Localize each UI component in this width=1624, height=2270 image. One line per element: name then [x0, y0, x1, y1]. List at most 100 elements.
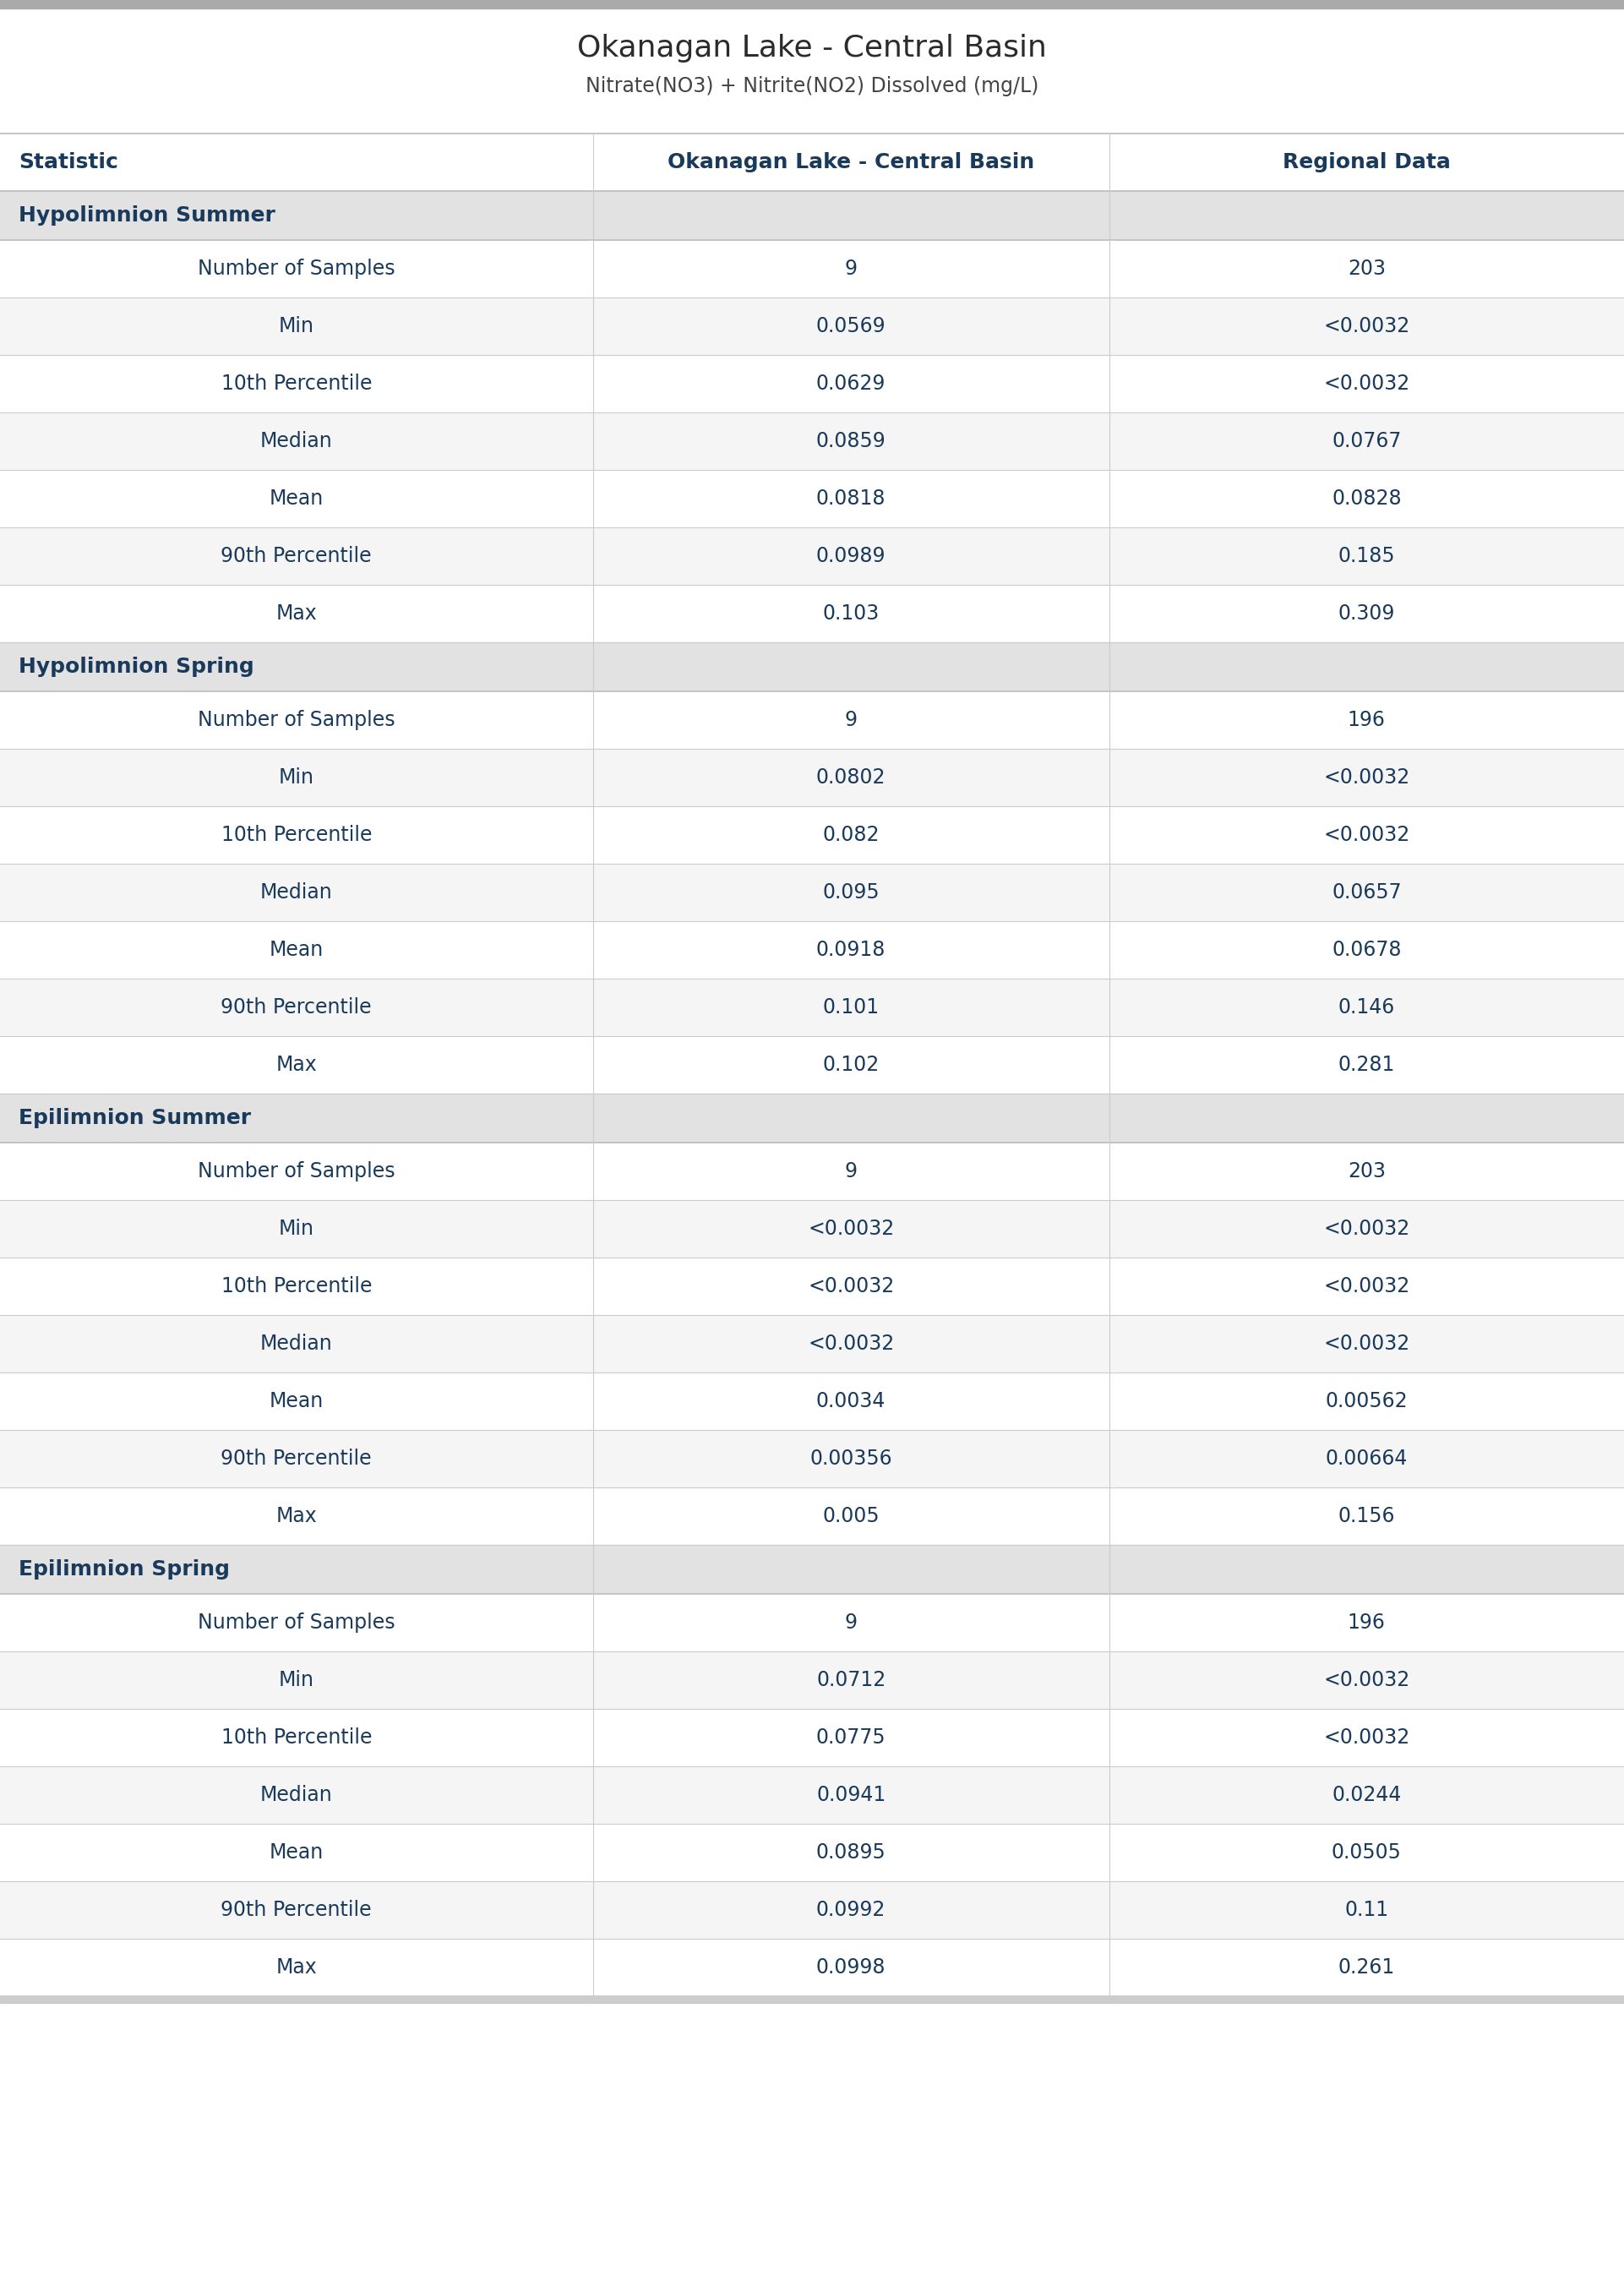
- Bar: [0, 1650, 1624, 1709]
- Bar: [0, 191, 1624, 241]
- Bar: [0, 1314, 1624, 1373]
- Text: Median: Median: [260, 883, 333, 903]
- Text: <0.0032: <0.0032: [807, 1219, 895, 1239]
- Text: 0.309: 0.309: [1338, 604, 1395, 624]
- Text: Epilimnion Summer: Epilimnion Summer: [18, 1108, 252, 1128]
- Text: 0.101: 0.101: [823, 997, 879, 1017]
- Text: 9: 9: [844, 1612, 857, 1632]
- Text: 0.0941: 0.0941: [817, 1784, 885, 1805]
- Text: 90th Percentile: 90th Percentile: [221, 997, 372, 1017]
- Text: 0.0895: 0.0895: [815, 1843, 887, 1864]
- Bar: [0, 1430, 1624, 1487]
- Bar: [0, 806, 1624, 863]
- Text: 0.11: 0.11: [1345, 1900, 1389, 1920]
- Text: 10th Percentile: 10th Percentile: [221, 1727, 372, 1748]
- Text: Mean: Mean: [270, 1392, 323, 1412]
- Text: Min: Min: [279, 767, 313, 788]
- Bar: [0, 413, 1624, 470]
- Bar: [0, 922, 1624, 978]
- Bar: [0, 0, 1624, 9]
- Text: 196: 196: [1348, 711, 1385, 731]
- Text: <0.0032: <0.0032: [1324, 1671, 1410, 1691]
- Text: 0.185: 0.185: [1338, 547, 1395, 565]
- Text: Max: Max: [276, 1056, 317, 1076]
- Text: Max: Max: [276, 1505, 317, 1525]
- Text: <0.0032: <0.0032: [1324, 1276, 1410, 1296]
- Text: <0.0032: <0.0032: [1324, 824, 1410, 844]
- Bar: [0, 1487, 1624, 1546]
- Text: <0.0032: <0.0032: [1324, 316, 1410, 336]
- Text: Hypolimnion Summer: Hypolimnion Summer: [18, 204, 276, 225]
- Text: 0.0859: 0.0859: [815, 431, 887, 452]
- Bar: [0, 1594, 1624, 1650]
- Bar: [0, 692, 1624, 749]
- Text: 0.005: 0.005: [822, 1505, 880, 1525]
- Text: 0.0767: 0.0767: [1332, 431, 1402, 452]
- Bar: [0, 586, 1624, 642]
- Bar: [0, 1709, 1624, 1766]
- Text: 0.0992: 0.0992: [817, 1900, 885, 1920]
- Text: 0.0034: 0.0034: [817, 1392, 885, 1412]
- Text: Okanagan Lake - Central Basin: Okanagan Lake - Central Basin: [577, 34, 1047, 64]
- Text: Hypolimnion Spring: Hypolimnion Spring: [18, 656, 253, 676]
- Text: 196: 196: [1348, 1612, 1385, 1632]
- Bar: [0, 1823, 1624, 1882]
- Bar: [0, 863, 1624, 922]
- Text: 0.095: 0.095: [822, 883, 880, 903]
- Text: 203: 203: [1348, 259, 1385, 279]
- Text: 10th Percentile: 10th Percentile: [221, 1276, 372, 1296]
- Text: Median: Median: [260, 1332, 333, 1353]
- Text: <0.0032: <0.0032: [1324, 375, 1410, 393]
- Text: Min: Min: [279, 316, 313, 336]
- Text: Max: Max: [276, 604, 317, 624]
- Text: 0.0775: 0.0775: [817, 1727, 885, 1748]
- Bar: [0, 1939, 1624, 1995]
- Bar: [0, 749, 1624, 806]
- Text: 0.0244: 0.0244: [1332, 1784, 1402, 1805]
- Text: 0.0989: 0.0989: [817, 547, 885, 565]
- Text: Median: Median: [260, 1784, 333, 1805]
- Text: 0.0712: 0.0712: [817, 1671, 885, 1691]
- Text: <0.0032: <0.0032: [1324, 767, 1410, 788]
- Text: 90th Percentile: 90th Percentile: [221, 1448, 372, 1469]
- Bar: [0, 354, 1624, 413]
- Text: Min: Min: [279, 1219, 313, 1239]
- Text: 90th Percentile: 90th Percentile: [221, 547, 372, 565]
- Text: Okanagan Lake - Central Basin: Okanagan Lake - Central Basin: [667, 152, 1034, 173]
- Text: Regional Data: Regional Data: [1283, 152, 1450, 173]
- Text: 0.0802: 0.0802: [817, 767, 885, 788]
- Text: 0.103: 0.103: [823, 604, 879, 624]
- Bar: [0, 1882, 1624, 1939]
- Bar: [0, 134, 1624, 191]
- Text: 10th Percentile: 10th Percentile: [221, 375, 372, 393]
- Text: 0.0657: 0.0657: [1332, 883, 1402, 903]
- Text: Epilimnion Spring: Epilimnion Spring: [18, 1559, 231, 1580]
- Text: 0.0918: 0.0918: [817, 940, 885, 960]
- Text: Max: Max: [276, 1957, 317, 1977]
- Bar: [0, 1373, 1624, 1430]
- Bar: [0, 527, 1624, 586]
- Text: 0.261: 0.261: [1338, 1957, 1395, 1977]
- Text: <0.0032: <0.0032: [1324, 1332, 1410, 1353]
- Bar: [0, 1766, 1624, 1823]
- Text: <0.0032: <0.0032: [807, 1276, 895, 1296]
- Text: 0.0818: 0.0818: [817, 488, 885, 508]
- Text: Mean: Mean: [270, 940, 323, 960]
- Text: 0.0629: 0.0629: [817, 375, 885, 393]
- Bar: [0, 241, 1624, 297]
- Bar: [0, 1142, 1624, 1201]
- Text: 10th Percentile: 10th Percentile: [221, 824, 372, 844]
- Text: 0.0828: 0.0828: [1332, 488, 1402, 508]
- Text: 0.00562: 0.00562: [1325, 1392, 1408, 1412]
- Text: 0.0569: 0.0569: [817, 316, 885, 336]
- Bar: [0, 642, 1624, 692]
- Text: Number of Samples: Number of Samples: [198, 711, 395, 731]
- Text: 0.281: 0.281: [1338, 1056, 1395, 1076]
- Text: <0.0032: <0.0032: [807, 1332, 895, 1353]
- Bar: [0, 1258, 1624, 1314]
- Text: Min: Min: [279, 1671, 313, 1691]
- Text: 203: 203: [1348, 1162, 1385, 1180]
- Text: Mean: Mean: [270, 488, 323, 508]
- Bar: [0, 1094, 1624, 1142]
- Text: 9: 9: [844, 259, 857, 279]
